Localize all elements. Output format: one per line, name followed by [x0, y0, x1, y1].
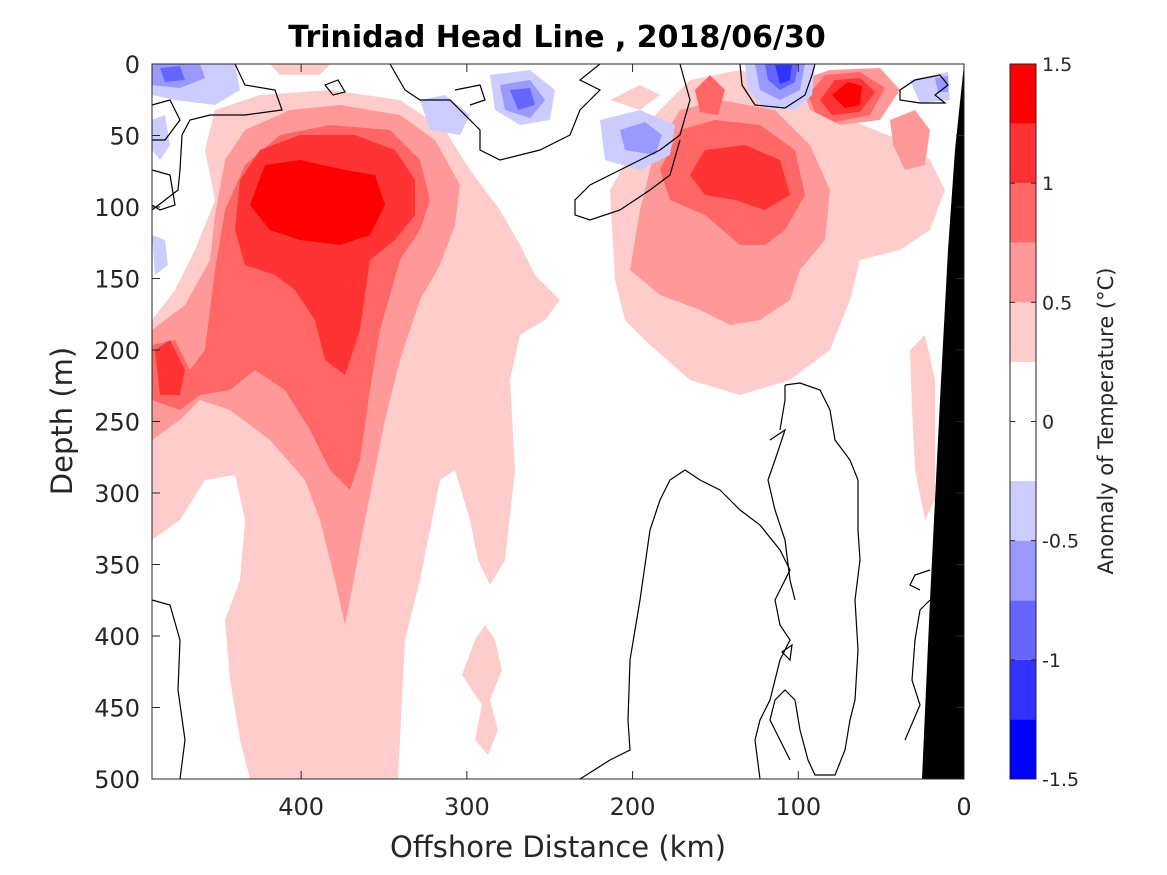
zero-contour-line-deep-5 [781, 643, 793, 662]
colorbar-swatch [1010, 123, 1036, 184]
y-tick-label: 250 [94, 409, 140, 437]
colorbar-swatch [1010, 600, 1036, 660]
zero-contour-line-9 [899, 74, 949, 104]
colorbar-tick-label: -1.5 [1042, 769, 1079, 791]
y-axis: 0 50 100 150 200 250 300 350 400 450 500 [94, 51, 964, 794]
zero-contour-lines [151, 63, 949, 780]
y-tick-label: 150 [94, 266, 140, 294]
zero-contour-line-deep-8 [909, 569, 931, 591]
zero-contour-line-6 [574, 63, 691, 221]
contour-fill-0.5-coastal [890, 110, 930, 170]
zero-contour-line-deep-4 [779, 385, 786, 431]
colorbar-swatch [1010, 183, 1036, 243]
y-tick-label: 300 [94, 480, 140, 508]
contour-fill-cold-light-2 [152, 115, 170, 160]
colorbar-swatch [1010, 481, 1036, 541]
plot-area [151, 63, 965, 780]
zero-contour-line-5 [454, 84, 486, 106]
contour-fill-cold-light-4 [420, 95, 470, 135]
colorbar-tick-label: -0.5 [1042, 531, 1079, 553]
contour-fill-cold-light-3 [152, 235, 168, 275]
colorbar-label: Anomaly of Temperature (°C) [1094, 268, 1118, 575]
zero-contour-line-deep-3 [769, 382, 861, 776]
colorbar-swatch [1010, 302, 1036, 362]
y-tick-label: 350 [94, 552, 140, 580]
zero-contour-line-8 [324, 79, 346, 96]
y-tick-label: 100 [94, 194, 140, 222]
zero-contour-line-7 [739, 63, 816, 109]
contour-fill-1.25-offshore-core [250, 160, 385, 245]
seafloor-mask [922, 64, 964, 779]
y-tick-label: 450 [94, 695, 140, 723]
y-tick-label: 50 [109, 123, 140, 151]
colorbar-tick-label: 0.5 [1042, 292, 1072, 314]
colorbar-tick-label: 0 [1042, 412, 1054, 434]
x-tick-label: 200 [610, 793, 656, 821]
contour-fill-0.75-small [695, 75, 725, 115]
x-tick-label: 300 [444, 793, 490, 821]
colorbar-swatch [1010, 659, 1036, 720]
contour-fill-cold-strong-1 [160, 66, 185, 82]
contour-fill-cold-max-7 [775, 65, 792, 84]
contour-fill-0.25-surface-strip [610, 85, 660, 110]
zero-contour-line-4 [389, 63, 602, 161]
colorbar-tick-label: -1 [1042, 650, 1061, 672]
x-axis-label: Offshore Distance (km) [390, 830, 726, 864]
contour-fill-cold-strong-5 [510, 88, 535, 110]
zero-contour-line-1 [151, 63, 283, 211]
contour-fill-1.25-surface [832, 82, 862, 108]
zero-contour-line-deep-1 [151, 599, 186, 780]
contour-fill-cold-mid-6 [620, 122, 662, 155]
chart-title: Trinidad Head Line , 2018/06/30 [288, 20, 825, 55]
y-tick-label: 0 [125, 51, 140, 79]
colorbar-swatch [1010, 64, 1036, 124]
colorbar-swatch [1010, 540, 1036, 601]
x-tick-label: 0 [956, 793, 971, 821]
x-axis: 400 300 200 100 0 [278, 64, 972, 821]
colorbar: 1.5 1 0.5 0 -0.5 -1 -1.5 [1009, 54, 1079, 791]
x-tick-label: 400 [278, 793, 324, 821]
colorbar-tick-label: 1 [1042, 173, 1054, 195]
contour-fills [152, 64, 950, 779]
y-axis-label: Depth (m) [45, 347, 79, 495]
colorbar-swatch [1010, 719, 1036, 779]
zero-contour-line-deep-7 [904, 599, 931, 741]
y-tick-label: 200 [94, 337, 140, 365]
zero-contour-line-3 [151, 169, 176, 211]
colorbar-tick-label: 1.5 [1042, 54, 1072, 76]
y-tick-label: 400 [94, 623, 140, 651]
contour-fill-0.25-surface-edge [270, 64, 330, 75]
zero-contour-line-2 [151, 99, 181, 141]
contour-fill-0.25-small-deep [462, 625, 502, 755]
contour-fill-0.25-coastal [910, 335, 935, 520]
contour-fill-1.0-offshore [155, 340, 185, 395]
colorbar-swatch [1010, 242, 1036, 303]
contour-fill-1.0-nearshore [690, 145, 790, 210]
zero-contour-line-deep-2 [579, 469, 791, 780]
zero-contour-line-deep-6 [767, 428, 796, 601]
x-tick-label: 100 [775, 793, 821, 821]
y-tick-label: 500 [94, 766, 140, 794]
